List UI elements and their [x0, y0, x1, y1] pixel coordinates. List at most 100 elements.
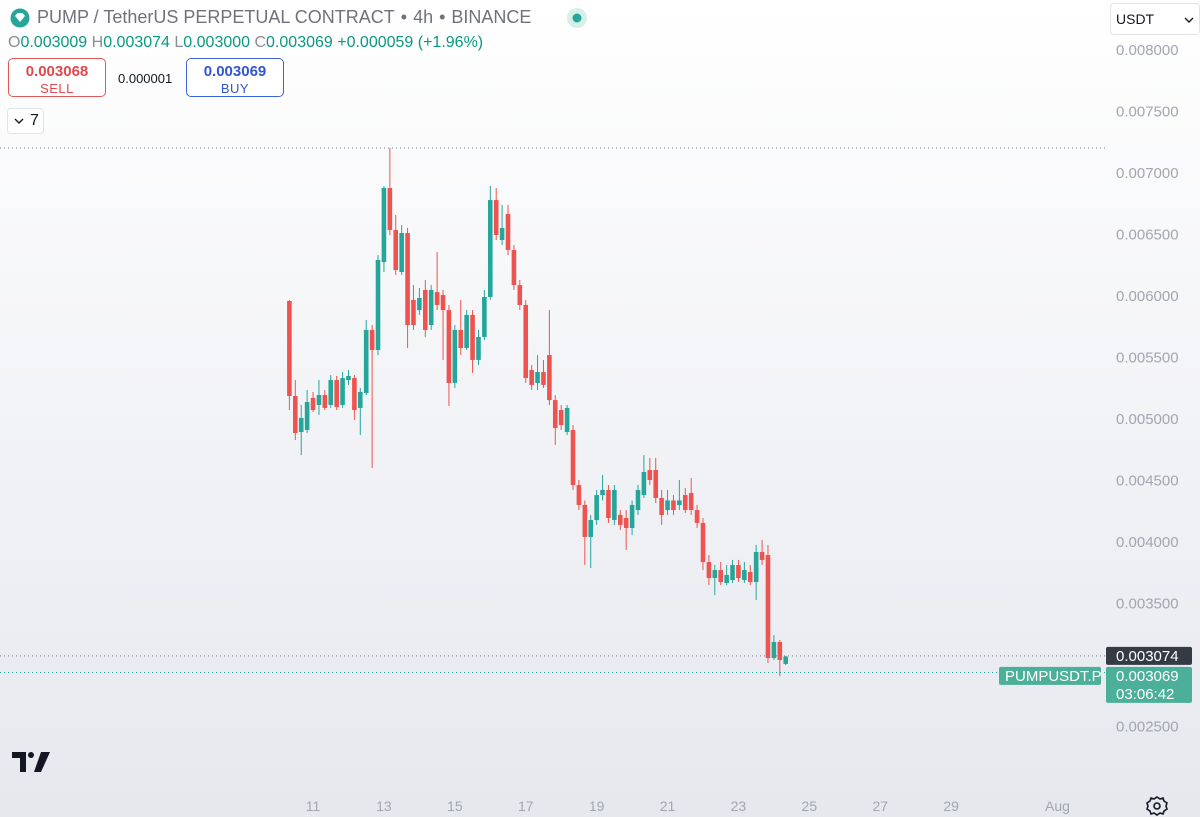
candle-body: [677, 500, 682, 505]
candle-body: [659, 497, 664, 515]
candle-body: [647, 470, 653, 481]
sell-button[interactable]: 0.003068 SELL: [8, 58, 106, 97]
candle-body: [606, 489, 611, 519]
candle-body: [600, 489, 605, 496]
y-tick-label: 0.003500: [1116, 596, 1179, 613]
candle-body: [783, 656, 788, 664]
x-tick-label: 29: [943, 798, 959, 814]
x-tick-label: 23: [731, 798, 747, 814]
candle-body: [470, 314, 475, 360]
candle-body: [505, 213, 511, 250]
candle-body: [405, 233, 410, 326]
high-price-label: 0.003074: [1116, 648, 1179, 665]
separator: •: [400, 7, 408, 27]
currency-select[interactable]: USDT: [1110, 3, 1200, 35]
candle-body: [671, 500, 676, 511]
y-tick-label: 0.005500: [1116, 350, 1179, 367]
candle-body: [381, 188, 387, 263]
candle-body: [287, 301, 292, 397]
y-tick-label: 0.005000: [1116, 411, 1179, 428]
buy-price: 0.003069: [203, 63, 267, 80]
candle-body: [718, 570, 724, 582]
candle-body: [298, 418, 304, 433]
candle-body: [694, 510, 700, 523]
x-tick-label: 13: [376, 798, 392, 814]
candle-body: [340, 378, 345, 405]
candle-body: [576, 485, 582, 505]
candle-body: [777, 642, 783, 660]
symbol-badge: [999, 666, 1101, 685]
candle-body: [682, 495, 688, 511]
candle-body: [304, 402, 310, 430]
candle-body: [558, 410, 564, 426]
candle-body: [564, 407, 570, 433]
settings-icon[interactable]: [1146, 796, 1168, 816]
y-tick-label: 0.006500: [1116, 227, 1179, 244]
candle-body: [511, 250, 517, 286]
ohlc-value: 0.003000: [183, 34, 251, 51]
buy-label: BUY: [220, 81, 250, 96]
candle-body: [535, 372, 540, 383]
candle-body: [440, 295, 446, 311]
candle-body: [582, 504, 588, 537]
candle-body: [588, 519, 594, 537]
candle-body: [706, 562, 712, 579]
ohlc-key: O: [8, 34, 21, 51]
candle-body: [316, 395, 322, 405]
indicators-toggle[interactable]: 7: [7, 108, 44, 134]
candle-body: [346, 375, 351, 381]
candle-body: [653, 470, 659, 498]
candle-body: [617, 514, 623, 525]
candle-body: [363, 329, 369, 394]
chevron-icon: [1184, 17, 1194, 23]
candle-body: [747, 572, 753, 582]
logo: [12, 752, 50, 772]
y-tick-label: 0.007500: [1116, 104, 1179, 121]
ohlc-key: H: [91, 34, 104, 51]
candle-body: [570, 429, 576, 486]
sell-price: 0.003068: [25, 63, 89, 80]
candle-body: [529, 370, 534, 385]
candle-body: [771, 642, 777, 658]
ohlc-value: 0.003009: [20, 34, 88, 51]
market-status[interactable]: [566, 7, 588, 29]
ohlc-key: C: [254, 34, 267, 51]
x-tick-label: 27: [872, 798, 888, 814]
candle-body: [629, 504, 635, 528]
symbol-header: PUMP / TetherUS PERPETUAL CONTRACT • 4h • BI…: [37, 7, 537, 28]
candle-body: [375, 259, 381, 350]
currency: USDT: [1116, 11, 1155, 27]
ohlc-value: 0.003069: [266, 34, 333, 51]
candle-body: [322, 395, 328, 408]
candle-body: [712, 570, 718, 579]
candle-body: [541, 372, 546, 385]
buy-button[interactable]: 0.003069 BUY: [186, 58, 284, 97]
y-tick-label: 0.004000: [1116, 534, 1179, 551]
x-tick-label: Aug: [1045, 798, 1070, 814]
y-tick-label: 0.008000: [1116, 42, 1179, 59]
x-tick-label: 17: [518, 798, 534, 814]
candle-body: [765, 555, 771, 658]
ohlc-change: +0.000059 (+1.96%): [337, 34, 484, 51]
candle-body: [310, 397, 316, 411]
candle-body: [357, 391, 363, 408]
last-price-label: 0.003069: [1116, 668, 1179, 685]
candle-body: [742, 570, 747, 581]
chevron-icon: [14, 118, 24, 124]
candle-body: [458, 329, 464, 349]
candle-body: [393, 229, 399, 271]
interval: 4h: [413, 7, 434, 27]
candle-body: [487, 200, 493, 297]
candle-body: [423, 289, 428, 330]
y-tick-label: 0.006000: [1116, 288, 1179, 305]
countdown-label: 03:06:42: [1116, 686, 1174, 703]
candle-body: [688, 493, 694, 511]
x-tick-label: 25: [802, 798, 818, 814]
candle-body: [753, 551, 759, 582]
candle-body: [623, 518, 629, 528]
candle-body: [446, 310, 452, 383]
x-tick-label: 21: [660, 798, 676, 814]
ohlc-legend: O0.003009 H0.003074 L0.003000 C0.003069 …: [8, 34, 483, 52]
